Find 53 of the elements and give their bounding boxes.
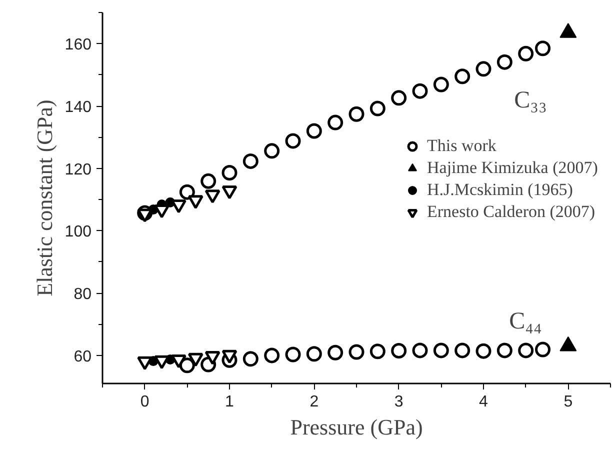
point bbox=[454, 68, 470, 84]
point bbox=[285, 133, 301, 149]
x-tick-label: 1 bbox=[225, 394, 234, 410]
point bbox=[412, 83, 428, 99]
legend-label: Ernesto Calderon (2007) bbox=[427, 201, 596, 223]
point bbox=[370, 344, 386, 360]
y-tick-label: 120 bbox=[64, 161, 92, 178]
point bbox=[264, 348, 280, 364]
point bbox=[535, 40, 551, 56]
y-tick-label: 60 bbox=[74, 348, 92, 366]
point bbox=[179, 184, 195, 200]
point bbox=[285, 346, 301, 362]
x-tick-label: 5 bbox=[564, 394, 573, 410]
x-tick-label: 2 bbox=[310, 394, 319, 410]
point bbox=[242, 153, 258, 169]
point bbox=[433, 342, 449, 358]
point bbox=[242, 351, 258, 367]
point bbox=[518, 342, 534, 358]
point bbox=[306, 123, 322, 139]
point bbox=[264, 143, 280, 159]
legend-label: This work bbox=[427, 135, 496, 157]
y-tick-label: 100 bbox=[64, 224, 92, 241]
point bbox=[476, 343, 492, 359]
legend-label: Hajime Kimizuka (2007) bbox=[427, 157, 598, 179]
point bbox=[496, 342, 512, 358]
point bbox=[328, 114, 344, 130]
point bbox=[200, 173, 216, 189]
x-tick-label: 4 bbox=[479, 394, 488, 410]
point bbox=[412, 342, 428, 358]
y-tick-label: 160 bbox=[64, 36, 92, 54]
legend-label: H.J.Mcskimin (1965) bbox=[427, 179, 573, 201]
point bbox=[518, 46, 534, 62]
x-tick-label: 0 bbox=[140, 394, 150, 410]
point bbox=[328, 344, 344, 360]
point bbox=[348, 106, 364, 122]
point bbox=[391, 90, 407, 106]
x-tick-label: 3 bbox=[394, 394, 404, 410]
point bbox=[535, 342, 551, 358]
annotation: C₃₃ bbox=[514, 88, 547, 114]
point bbox=[370, 100, 386, 116]
point bbox=[476, 61, 492, 77]
point bbox=[348, 344, 364, 360]
annotation: C₄₄ bbox=[509, 308, 542, 334]
y-axis-title: Elastic constant (GPa) bbox=[32, 100, 57, 296]
point bbox=[306, 346, 322, 362]
point bbox=[222, 165, 238, 180]
x-axis-title: Pressure (GPa) bbox=[290, 414, 423, 440]
point bbox=[454, 342, 470, 358]
point bbox=[391, 343, 407, 358]
y-tick-label: 80 bbox=[74, 286, 92, 304]
y-tick-label: 140 bbox=[64, 99, 92, 116]
point bbox=[496, 54, 512, 70]
point bbox=[433, 76, 449, 92]
